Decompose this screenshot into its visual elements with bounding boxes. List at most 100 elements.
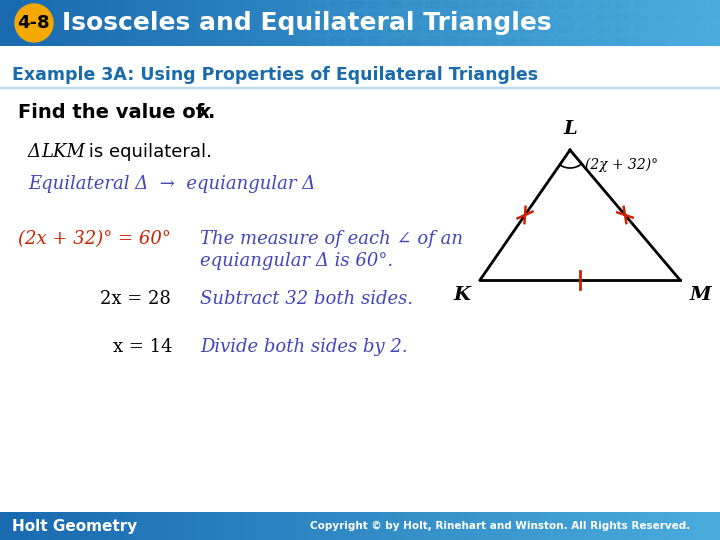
Bar bbox=[342, 512, 351, 540]
Bar bbox=[423, 0, 433, 46]
Bar bbox=[709, 0, 720, 10]
Text: The measure of each ∠ of an: The measure of each ∠ of an bbox=[200, 230, 463, 248]
Bar bbox=[614, 24, 631, 34]
Bar bbox=[540, 512, 549, 540]
Bar bbox=[612, 512, 621, 540]
Bar bbox=[171, 0, 181, 46]
Bar bbox=[702, 512, 711, 540]
Bar bbox=[675, 0, 685, 46]
Bar bbox=[666, 512, 675, 540]
Bar bbox=[538, 36, 555, 46]
Text: (2x + 32)° = 60°: (2x + 32)° = 60° bbox=[18, 230, 171, 248]
Bar bbox=[639, 0, 649, 46]
Bar bbox=[462, 24, 479, 34]
Bar bbox=[462, 0, 479, 10]
Bar bbox=[558, 0, 567, 46]
Bar bbox=[126, 0, 135, 46]
Bar bbox=[135, 512, 145, 540]
Bar bbox=[324, 512, 333, 540]
Bar bbox=[348, 12, 365, 22]
Bar bbox=[135, 0, 145, 46]
Bar bbox=[557, 0, 574, 10]
Bar bbox=[711, 0, 720, 46]
Bar bbox=[477, 512, 487, 540]
Bar bbox=[180, 512, 189, 540]
Bar bbox=[386, 0, 403, 10]
Bar bbox=[450, 512, 459, 540]
Bar bbox=[481, 0, 498, 10]
Bar bbox=[424, 36, 441, 46]
Bar bbox=[585, 0, 595, 46]
Bar bbox=[144, 0, 153, 46]
Bar bbox=[595, 36, 612, 46]
Bar bbox=[297, 0, 307, 46]
Bar bbox=[468, 0, 477, 46]
Bar bbox=[225, 512, 235, 540]
Bar bbox=[519, 12, 536, 22]
Bar bbox=[99, 512, 109, 540]
Bar bbox=[198, 512, 207, 540]
Bar bbox=[342, 0, 351, 46]
Bar bbox=[481, 12, 498, 22]
Bar bbox=[567, 512, 577, 540]
Text: Copyright © by Holt, Rinehart and Winston. All Rights Reserved.: Copyright © by Holt, Rinehart and Winsto… bbox=[310, 521, 690, 531]
Bar bbox=[234, 0, 243, 46]
Bar bbox=[171, 512, 181, 540]
Bar bbox=[348, 0, 365, 10]
Text: Equilateral Δ  →  equiangular Δ: Equilateral Δ → equiangular Δ bbox=[28, 175, 315, 193]
Bar bbox=[443, 24, 460, 34]
Bar bbox=[329, 24, 346, 34]
Text: 2x = 28: 2x = 28 bbox=[100, 290, 171, 308]
Bar bbox=[675, 512, 685, 540]
Bar bbox=[519, 24, 536, 34]
Bar bbox=[367, 0, 384, 10]
Bar bbox=[424, 12, 441, 22]
Bar bbox=[72, 512, 81, 540]
Bar bbox=[63, 0, 73, 46]
Bar bbox=[369, 512, 379, 540]
Text: Isosceles and Equilateral Triangles: Isosceles and Equilateral Triangles bbox=[62, 11, 552, 35]
Bar bbox=[378, 0, 387, 46]
Bar bbox=[243, 0, 253, 46]
Bar bbox=[405, 0, 415, 46]
Bar bbox=[538, 24, 555, 34]
Bar bbox=[549, 0, 559, 46]
Text: x = 14: x = 14 bbox=[113, 338, 173, 356]
Bar bbox=[522, 0, 531, 46]
Bar bbox=[351, 0, 361, 46]
Bar bbox=[27, 0, 37, 46]
Bar bbox=[423, 512, 433, 540]
Bar bbox=[9, 0, 19, 46]
Bar bbox=[540, 0, 549, 46]
Bar bbox=[63, 512, 73, 540]
Bar bbox=[360, 0, 369, 46]
Bar bbox=[324, 0, 333, 46]
Bar bbox=[652, 12, 669, 22]
Bar bbox=[297, 512, 307, 540]
Bar bbox=[603, 512, 613, 540]
Bar bbox=[459, 512, 469, 540]
Bar bbox=[153, 0, 163, 46]
Bar bbox=[405, 36, 422, 46]
Bar bbox=[378, 512, 387, 540]
Bar bbox=[216, 0, 225, 46]
Bar bbox=[666, 0, 675, 46]
Bar bbox=[405, 0, 422, 10]
Bar bbox=[310, 12, 327, 22]
Bar bbox=[648, 512, 657, 540]
Bar bbox=[709, 24, 720, 34]
Bar bbox=[279, 0, 289, 46]
Text: L: L bbox=[563, 120, 577, 138]
Bar bbox=[396, 512, 405, 540]
Bar bbox=[557, 24, 574, 34]
Bar bbox=[189, 0, 199, 46]
Bar bbox=[36, 0, 45, 46]
Bar bbox=[468, 512, 477, 540]
Bar bbox=[180, 0, 189, 46]
Bar bbox=[243, 512, 253, 540]
Bar bbox=[633, 24, 650, 34]
Bar bbox=[0, 0, 9, 46]
Bar bbox=[315, 0, 325, 46]
Bar bbox=[414, 0, 423, 46]
Bar bbox=[424, 24, 441, 34]
